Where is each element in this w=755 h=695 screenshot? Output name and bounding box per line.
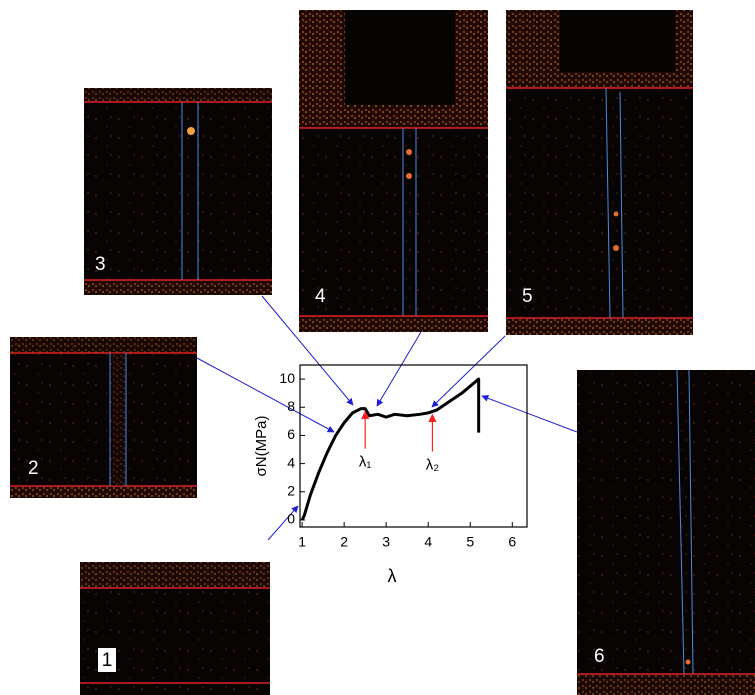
y-tick-label: 10 — [279, 370, 295, 386]
x-tick-label: 2 — [340, 534, 348, 550]
panel-label: 2 — [28, 458, 39, 479]
x-axis-label: λ — [388, 566, 397, 586]
annotation: λ₁ — [359, 454, 372, 471]
curve — [300, 377, 481, 521]
panel-1: 1 — [80, 562, 270, 695]
connectors — [196, 295, 578, 541]
y-tick-label: 6 — [287, 426, 295, 442]
x-tick-label: 6 — [508, 534, 516, 550]
y-tick-label: 2 — [287, 482, 295, 498]
panel-4: 4 — [299, 10, 488, 332]
x-tick-label: 1 — [298, 534, 306, 550]
panel-label: 4 — [315, 286, 326, 307]
y-axis-label: σN(MPa) — [253, 416, 270, 477]
panel-label: 1 — [102, 650, 113, 671]
x-tick-label: 3 — [382, 534, 390, 550]
y-tick-label: 4 — [287, 454, 295, 470]
plot-frame — [299, 364, 528, 528]
panel-2: 2 — [10, 337, 197, 498]
panel-5: 5 — [506, 10, 693, 335]
y-tick-label: 8 — [287, 398, 295, 414]
panel-label: 6 — [594, 646, 605, 667]
panel-label: 5 — [522, 286, 533, 307]
annotation: λ₂ — [426, 456, 440, 473]
panel-label: 3 — [95, 254, 106, 275]
x-tick-label: 5 — [466, 534, 474, 550]
panel-6: 6 — [577, 369, 755, 695]
y-tick-label: 0 — [287, 511, 295, 527]
panel-3: 3 — [84, 88, 272, 295]
x-tick-label: 4 — [424, 534, 432, 550]
